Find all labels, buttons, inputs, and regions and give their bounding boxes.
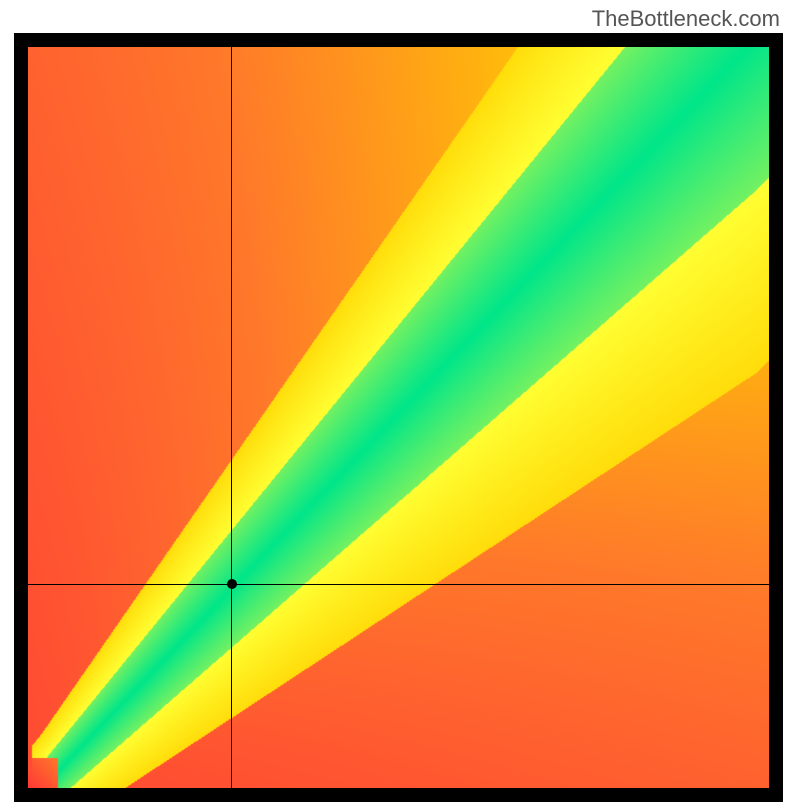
attribution-text: TheBottleneck.com xyxy=(592,6,780,32)
crosshair-vertical xyxy=(231,47,232,788)
crosshair-horizontal xyxy=(28,584,769,585)
crosshair-point xyxy=(227,579,237,589)
bottleneck-heatmap xyxy=(28,47,769,788)
